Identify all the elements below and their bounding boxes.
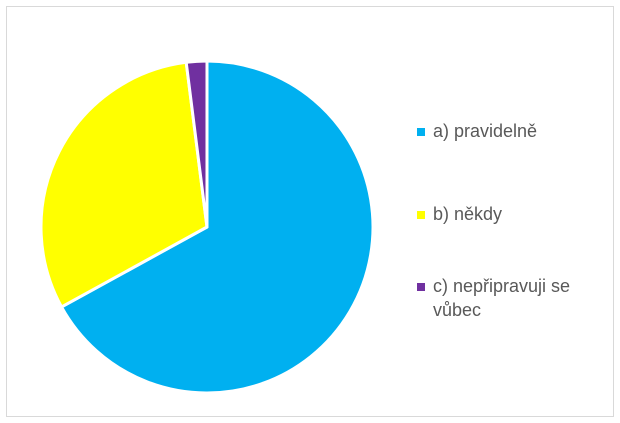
- legend-item-a: a) pravidelně: [417, 119, 613, 143]
- pie-slice-c: [184, 59, 209, 229]
- pie-plot: [37, 57, 377, 397]
- legend-swatch-a: [417, 128, 425, 136]
- legend-label-c: c) nepřipravuji se vůbec: [433, 276, 571, 320]
- pie-slice-b: [39, 60, 209, 309]
- legend-swatch-b: [417, 211, 425, 219]
- legend-label-b: b) někdy: [433, 204, 503, 224]
- pie-slice-a: [60, 59, 375, 395]
- pie-chart: [39, 59, 375, 395]
- legend-item-c: c) nepřipravuji se vůbec: [417, 274, 613, 322]
- legend-item-b: b) někdy: [417, 202, 613, 226]
- legend-label-a: a) pravidelně: [433, 121, 538, 141]
- chart-area: a) pravidelně b) někdy c) nepřipravuji s…: [6, 6, 614, 417]
- legend-swatch-c: [417, 283, 425, 291]
